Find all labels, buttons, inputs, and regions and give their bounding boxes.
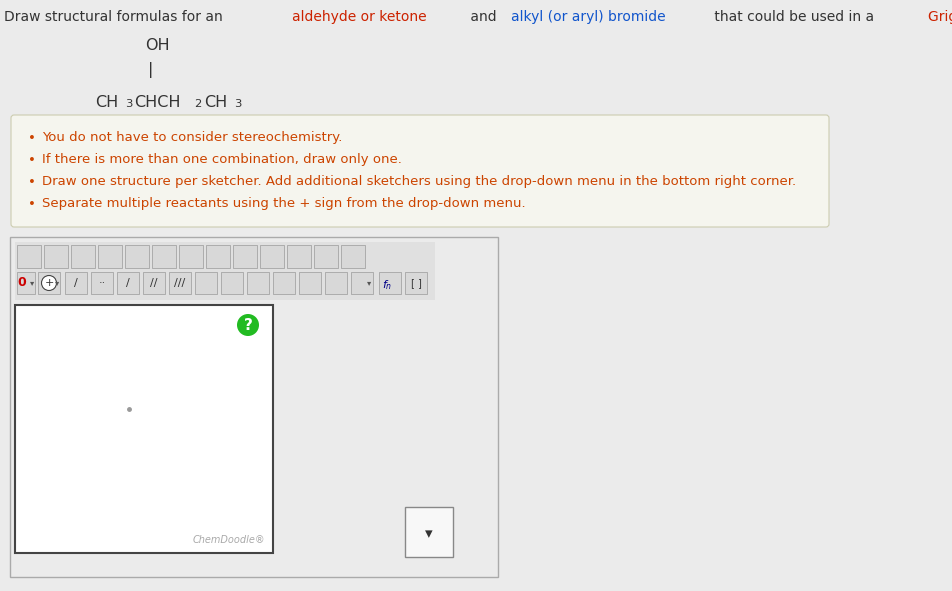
Text: ▾: ▾ [55, 278, 59, 287]
Bar [179, 245, 203, 268]
Bar [98, 245, 122, 268]
Text: ··: ·· [98, 278, 106, 288]
Bar [379, 272, 401, 294]
Bar [260, 245, 284, 268]
Bar [17, 245, 41, 268]
Bar [71, 245, 95, 268]
Text: If there is more than one combination, draw only one.: If there is more than one combination, d… [42, 153, 402, 166]
Bar [38, 272, 60, 294]
Text: //: // [150, 278, 158, 288]
Text: aldehyde or ketone: aldehyde or ketone [292, 10, 426, 24]
Bar [17, 272, 35, 294]
Bar [91, 272, 113, 294]
Text: /: / [126, 278, 129, 288]
Bar [152, 245, 176, 268]
Text: ChemDoodle®: ChemDoodle® [192, 535, 265, 545]
Text: that could be used in a: that could be used in a [710, 10, 879, 24]
Bar [117, 272, 139, 294]
Bar [351, 272, 373, 294]
Circle shape [237, 314, 259, 336]
Text: •: • [28, 198, 36, 211]
Bar [15, 242, 435, 300]
Text: You do not have to consider stereochemistry.: You do not have to consider stereochemis… [42, 131, 343, 144]
Bar [341, 245, 365, 268]
Text: +: + [45, 278, 53, 288]
Text: ▾: ▾ [30, 278, 34, 287]
Text: •: • [28, 176, 36, 189]
Bar [325, 272, 347, 294]
Text: 3: 3 [234, 99, 241, 109]
Text: ///: /// [174, 278, 186, 288]
Text: CHCH: CHCH [134, 95, 181, 110]
Text: •: • [28, 154, 36, 167]
Bar [143, 272, 165, 294]
Text: Draw one structure per sketcher. Add additional sketchers using the drop-down me: Draw one structure per sketcher. Add add… [42, 175, 796, 188]
Bar [299, 272, 321, 294]
Text: •: • [28, 132, 36, 145]
Text: ▾: ▾ [426, 527, 433, 541]
Text: |: | [148, 62, 153, 78]
Text: ▾: ▾ [367, 278, 371, 287]
Text: [ ]: [ ] [410, 278, 422, 288]
Bar [221, 272, 243, 294]
Text: 3: 3 [125, 99, 132, 109]
Bar [273, 272, 295, 294]
FancyBboxPatch shape [11, 115, 829, 227]
Text: and: and [466, 10, 501, 24]
Bar [405, 272, 427, 294]
Bar [206, 245, 230, 268]
Bar [15, 305, 273, 553]
Text: Separate multiple reactants using the + sign from the drop-down menu.: Separate multiple reactants using the + … [42, 197, 526, 210]
Bar [125, 245, 149, 268]
Bar [44, 245, 68, 268]
Circle shape [42, 275, 56, 291]
Text: OH: OH [145, 38, 169, 53]
Text: ?: ? [244, 317, 252, 333]
Text: alkyl (or aryl) bromide: alkyl (or aryl) bromide [511, 10, 665, 24]
Bar [247, 272, 269, 294]
Bar [314, 245, 338, 268]
Text: Grignard synthesis: Grignard synthesis [927, 10, 952, 24]
Text: Draw structural formulas for an: Draw structural formulas for an [4, 10, 228, 24]
Bar [195, 272, 217, 294]
Text: 0: 0 [18, 277, 27, 290]
Text: 2: 2 [194, 99, 202, 109]
Bar [169, 272, 191, 294]
Bar [287, 245, 311, 268]
Bar [10, 237, 498, 577]
Bar [65, 272, 87, 294]
Bar [233, 245, 257, 268]
Text: /: / [74, 278, 78, 288]
Text: CH: CH [204, 95, 228, 110]
Bar [405, 507, 453, 557]
Text: $\mathit{f}_n$: $\mathit{f}_n$ [382, 278, 392, 292]
Text: CH: CH [95, 95, 118, 110]
